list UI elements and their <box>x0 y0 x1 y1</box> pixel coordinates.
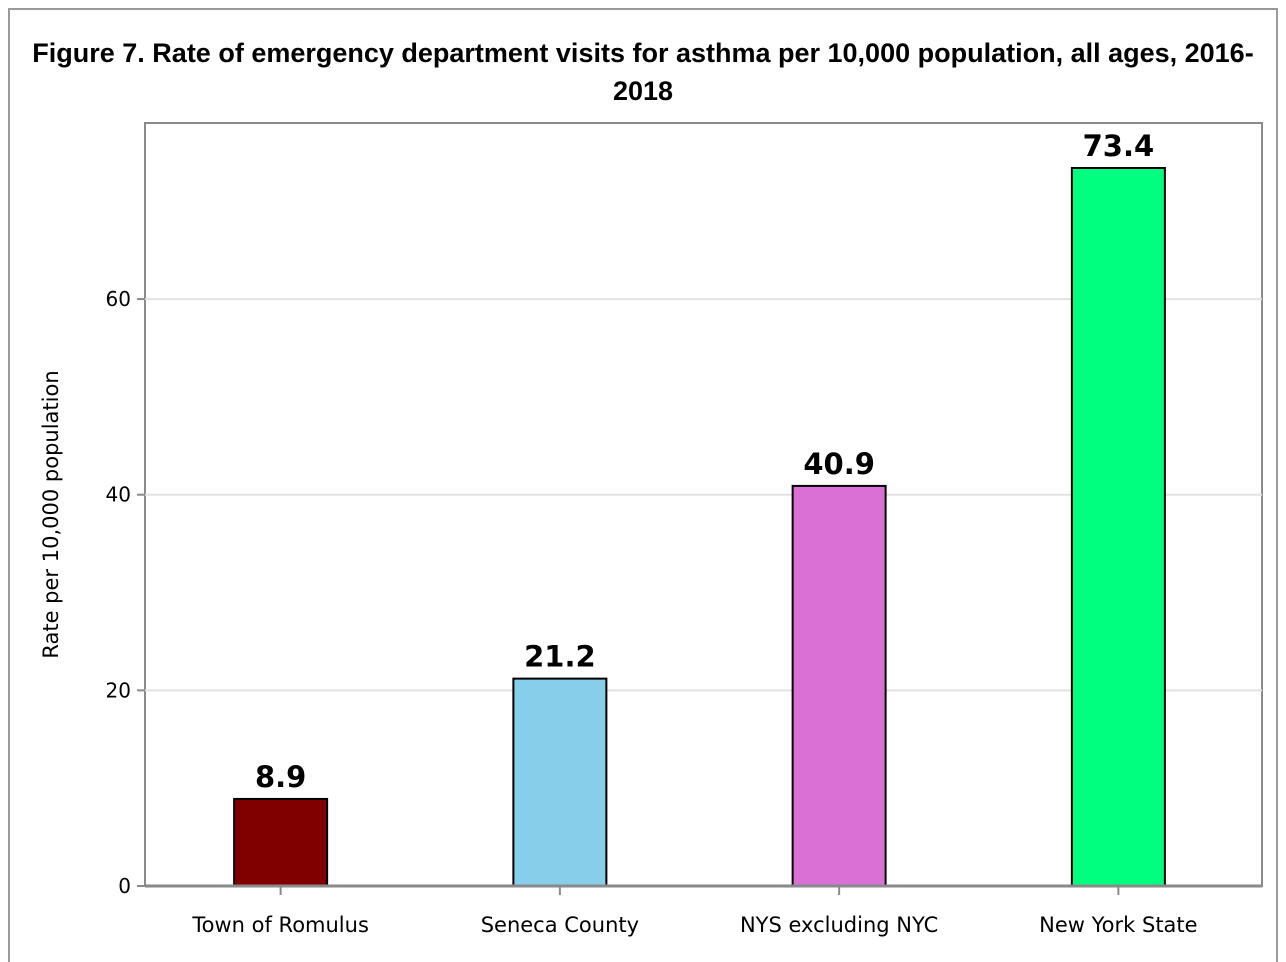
y-tick-label: 60 <box>106 287 131 311</box>
data-label: 73.4 <box>1083 129 1155 163</box>
data-label: 8.9 <box>255 760 306 794</box>
y-axis-label: Rate per 10,000 population <box>39 370 63 658</box>
x-tick-label: NYS excluding NYC <box>740 913 938 937</box>
y-tick-label: 0 <box>118 874 131 898</box>
y-tick-label: 20 <box>106 678 131 702</box>
bar-town-of-romulus <box>233 797 329 888</box>
data-label: 21.2 <box>524 640 596 674</box>
bar-new-york-state <box>1070 166 1166 887</box>
x-tick-label: Town of Romulus <box>191 913 369 937</box>
chart-title: Figure 7. Rate of emergency department v… <box>32 38 1254 106</box>
bar-nys-excluding-nyc <box>791 484 887 887</box>
data-label: 40.9 <box>803 447 875 481</box>
y-tick-label: 40 <box>106 483 131 507</box>
x-tick-label: New York State <box>1039 913 1197 937</box>
bar-seneca-county <box>512 677 608 887</box>
x-axis: Town of Romulus Seneca County NYS excludin… <box>145 884 1262 937</box>
x-tick-label: Seneca County <box>481 913 639 937</box>
chart-frame <box>8 8 1278 962</box>
bars: 8.9 21.2 40.9 73.4 <box>233 129 1166 888</box>
y-axis: 0 20 40 60 <box>106 287 145 898</box>
